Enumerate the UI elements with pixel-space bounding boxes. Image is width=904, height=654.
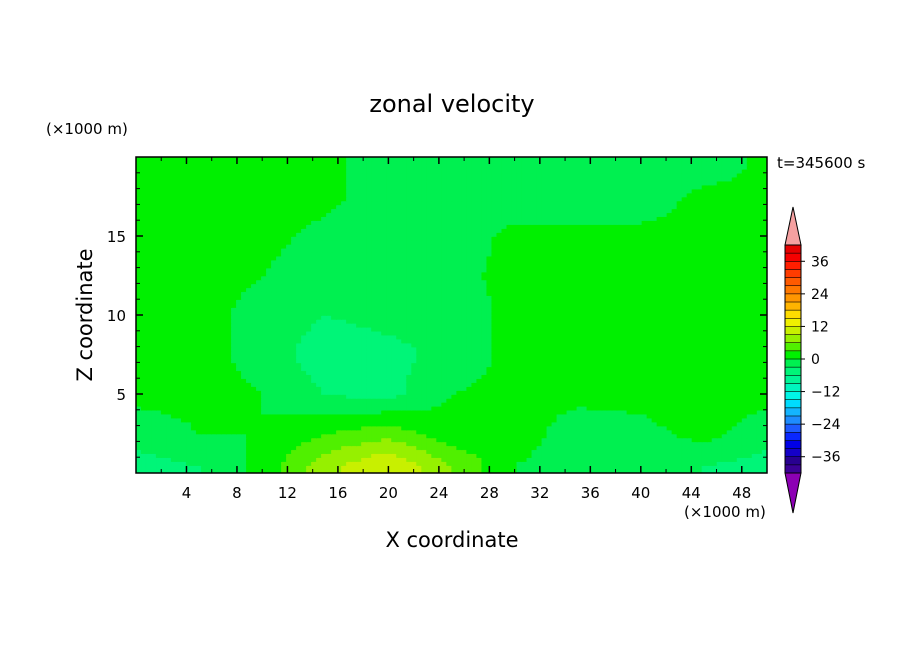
time-label: t=345600 s — [777, 154, 865, 172]
contour-plot — [136, 157, 767, 473]
chart-title: zonal velocity — [369, 90, 534, 118]
y-unit-label: (×1000 m) — [46, 120, 128, 138]
